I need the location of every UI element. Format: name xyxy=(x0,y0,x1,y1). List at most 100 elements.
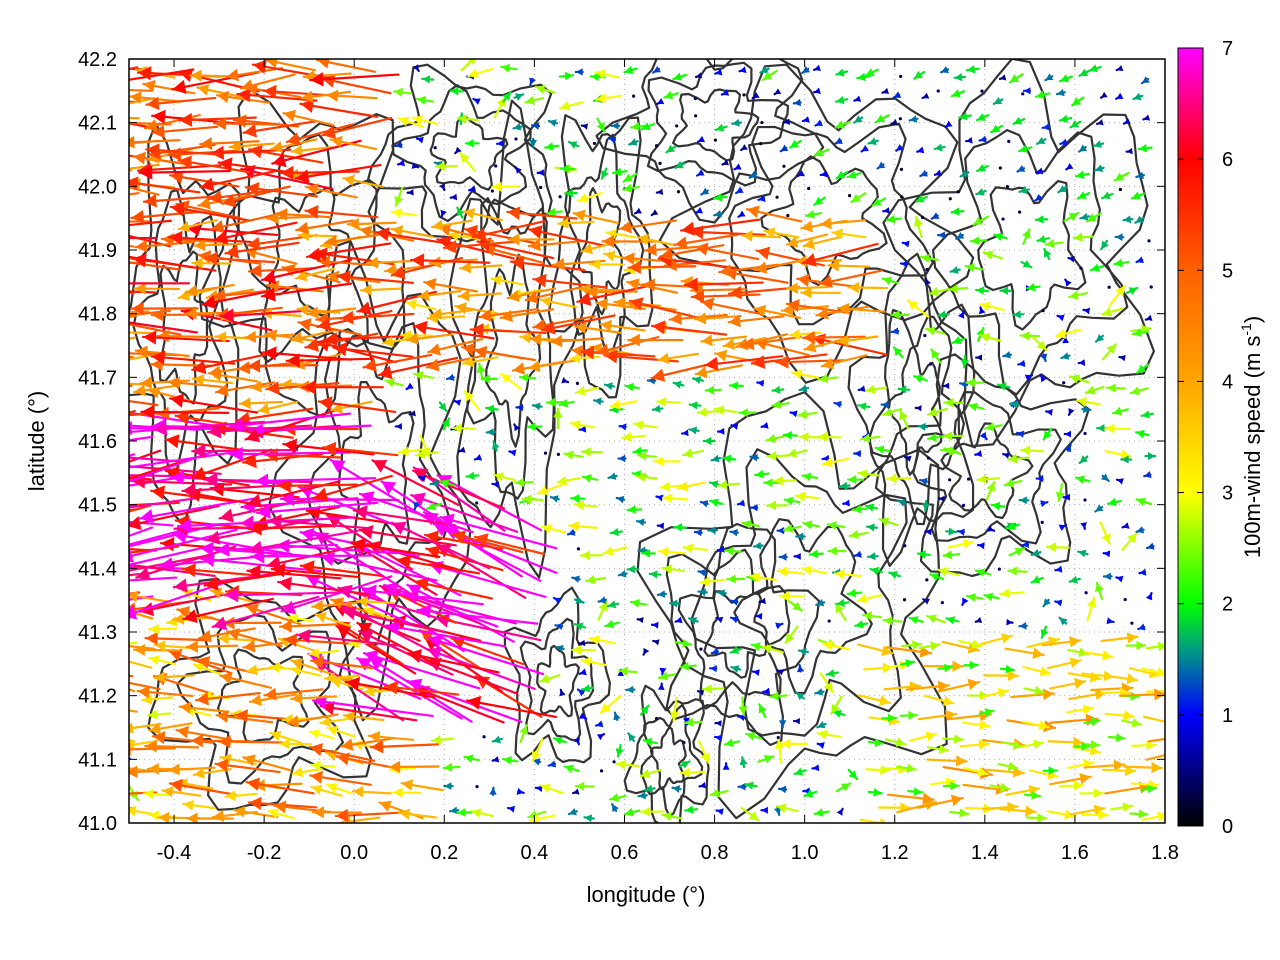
wind-vector xyxy=(1108,284,1126,308)
wind-vector xyxy=(1058,616,1068,626)
wind-vector-head xyxy=(492,735,501,744)
wind-vector xyxy=(1083,759,1126,772)
wind-vector xyxy=(335,624,417,675)
wind-vector-head xyxy=(854,550,862,558)
wind-vector xyxy=(594,69,620,80)
wind-vector xyxy=(416,289,462,302)
wind-vector xyxy=(714,68,723,76)
wind-vector xyxy=(1036,234,1050,244)
wind-vector xyxy=(758,703,767,719)
wind-vector xyxy=(416,95,434,105)
wind-vector xyxy=(1023,790,1041,800)
wind-vector xyxy=(1145,690,1165,693)
wind-vector xyxy=(731,118,743,127)
wind-vector-head xyxy=(457,207,465,217)
contour-line xyxy=(337,381,415,557)
wind-vector-head xyxy=(619,666,628,676)
wind-vector-head xyxy=(1040,628,1049,638)
wind-vector-head xyxy=(50,95,63,109)
wind-vector-head xyxy=(115,212,123,221)
wind-vector-head xyxy=(324,672,336,684)
wind-vector xyxy=(1101,191,1114,200)
wind-vector xyxy=(624,382,640,392)
wind-vector-head xyxy=(998,382,1007,391)
wind-vector-head xyxy=(640,705,649,715)
wind-vector xyxy=(279,165,360,180)
wind-vector xyxy=(129,590,171,604)
wind-vector-head xyxy=(923,598,930,605)
wind-vector xyxy=(326,725,356,738)
wind-vector-shaft xyxy=(129,456,194,480)
wind-vector xyxy=(1123,761,1163,774)
wind-vector xyxy=(1022,228,1031,246)
wind-vector-head xyxy=(682,717,690,725)
wind-vector xyxy=(1041,123,1051,131)
wind-vector-head xyxy=(395,141,403,149)
wind-vector-head xyxy=(745,781,754,790)
calm-point xyxy=(1040,520,1044,524)
wind-vector-head xyxy=(637,233,650,245)
wind-vector-head xyxy=(946,616,956,625)
wind-vector-head xyxy=(286,132,301,146)
wind-vector xyxy=(342,710,385,723)
wind-vector xyxy=(877,802,912,814)
wind-vector-head xyxy=(827,521,837,531)
wind-vector-head xyxy=(270,730,282,742)
wind-vector-head xyxy=(1068,407,1075,415)
wind-vector-head xyxy=(129,605,138,620)
wind-vector-shaft xyxy=(299,564,383,578)
contour-line xyxy=(448,99,584,579)
wind-vector-head xyxy=(406,332,419,345)
wind-vector xyxy=(394,141,403,149)
wind-vector xyxy=(410,492,519,533)
wind-vector-head xyxy=(858,402,867,411)
wind-vector xyxy=(545,397,564,407)
wind-vector-head xyxy=(140,376,152,389)
wind-vector xyxy=(1005,521,1021,531)
wind-vector-head xyxy=(522,494,532,505)
wind-vector xyxy=(506,206,578,220)
wind-vector-head xyxy=(730,646,740,654)
wind-vector xyxy=(151,124,219,139)
wind-vector xyxy=(580,684,595,693)
wind-vector xyxy=(129,474,182,478)
wind-vector-shaft xyxy=(256,501,379,514)
wind-vector-head xyxy=(695,207,704,214)
wind-vector xyxy=(576,688,586,697)
wind-vector-head xyxy=(1116,478,1124,485)
wind-vector-shaft xyxy=(129,527,190,546)
wind-vector xyxy=(899,409,910,430)
calm-point xyxy=(997,567,1001,571)
wind-vector-head xyxy=(1056,88,1065,97)
wind-vector-head xyxy=(215,383,229,397)
x-tick-label: 0.6 xyxy=(611,842,639,864)
wind-vector-shaft xyxy=(371,459,460,506)
wind-vector xyxy=(239,73,296,92)
wind-vector xyxy=(224,241,300,259)
wind-vector-shaft xyxy=(129,504,220,527)
wind-vector-head xyxy=(579,639,586,647)
wind-vector xyxy=(831,228,867,240)
wind-vector-head xyxy=(575,68,583,76)
wind-vector-head xyxy=(886,214,896,224)
wind-vector-head xyxy=(618,454,626,463)
wind-vector-head xyxy=(225,790,236,802)
wind-vector xyxy=(1095,119,1104,126)
wind-vector-head xyxy=(160,537,175,552)
wind-vector-head xyxy=(955,755,967,767)
wind-vector xyxy=(289,665,322,677)
wind-vector xyxy=(1145,753,1165,761)
wind-vector xyxy=(596,733,606,741)
wind-vector-head xyxy=(1154,688,1165,701)
calm-point xyxy=(1041,309,1045,313)
wind-vector-head xyxy=(1157,811,1165,822)
wind-vector-head xyxy=(616,759,626,770)
wind-vector xyxy=(921,499,931,512)
wind-vector-head xyxy=(243,454,257,469)
wind-vector xyxy=(661,811,683,822)
wind-vector xyxy=(129,355,135,359)
wind-vector xyxy=(167,763,216,776)
wind-vector-head xyxy=(145,119,158,132)
wind-vector-head xyxy=(605,619,615,629)
wind-vector-head xyxy=(731,665,740,673)
